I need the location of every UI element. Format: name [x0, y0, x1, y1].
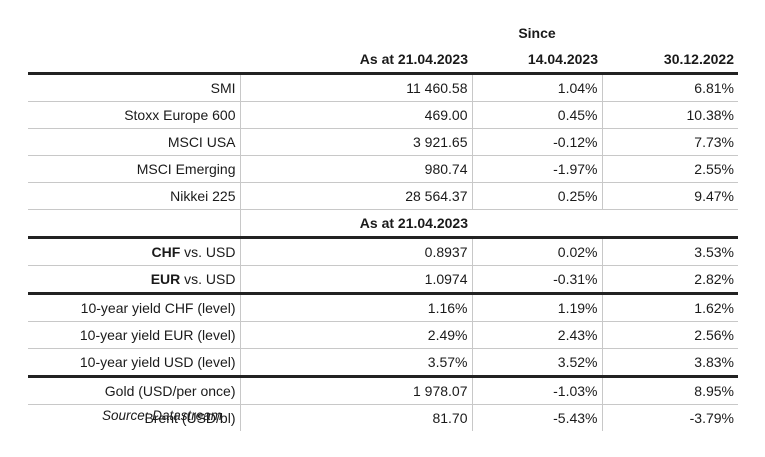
table-row: Nikkei 225 28 564.37 0.25% 9.47%: [28, 182, 738, 210]
cell-value: 3.83%: [601, 348, 738, 377]
table-row: MSCI Emerging 980.74 -1.97% 2.55%: [28, 155, 738, 183]
cell-value: 1.0974: [239, 265, 472, 294]
row-label: Brent (USD/bl): [144, 410, 236, 426]
cell-value: 2.43%: [471, 321, 602, 349]
table-row: 10-year yield CHF (level) 1.16% 1.19% 1.…: [28, 292, 738, 322]
column-header-as-at: As at 21.04.2023: [359, 51, 468, 67]
cell-value: -5.43%: [471, 404, 602, 431]
since-label: Since: [518, 25, 556, 41]
cell-value: 1.62%: [601, 292, 738, 322]
row-label: 10-year yield CHF (level): [28, 292, 240, 322]
cell-value: 0.45%: [471, 101, 602, 129]
cell-value: 11 460.58: [239, 72, 472, 102]
cell-value: 0.8937: [239, 237, 472, 266]
table-row: SMI 11 460.58 1.04% 6.81%: [28, 72, 738, 102]
column-header-since-week: 14.04.2023: [527, 51, 598, 67]
table-row: 10-year yield EUR (level) 2.49% 2.43% 2.…: [28, 321, 738, 349]
cell-value: 3.52%: [471, 348, 602, 377]
cell-value: 0.25%: [471, 182, 602, 210]
cell-value: -1.97%: [471, 155, 602, 183]
cell-value: 3.57%: [239, 348, 472, 377]
cell-value: 1.19%: [471, 292, 602, 322]
table-row: Brent (USD/bl) 81.70 -5.43% -3.79%: [28, 404, 738, 431]
table-row: EUR vs. USD 1.0974 -0.31% 2.82%: [28, 265, 738, 294]
cell-value: 6.81%: [601, 72, 738, 102]
row-label: EUR vs. USD: [28, 266, 240, 294]
header-row: As at 21.04.2023 14.04.2023 30.12.2022: [28, 46, 738, 74]
row-label: MSCI USA: [28, 128, 240, 156]
cell-value: 1.16%: [239, 292, 472, 322]
cell-value: 2.55%: [601, 155, 738, 183]
source-note: Source: Datastream: [102, 408, 223, 423]
cell-value: -0.31%: [471, 265, 602, 294]
row-label: Stoxx Europe 600: [28, 101, 240, 129]
column-header-since-year: 30.12.2022: [663, 51, 734, 67]
row-label: 10-year yield USD (level): [79, 354, 236, 370]
row-label: MSCI Emerging: [28, 155, 240, 183]
header-since-row: Since: [28, 20, 738, 46]
row-label: SMI: [28, 72, 240, 102]
subheader-label: As at 21.04.2023: [239, 209, 472, 239]
cell-value: 10.38%: [601, 101, 738, 129]
cell-value: 2.49%: [239, 321, 472, 349]
cell-value: 469.00: [239, 101, 472, 129]
cell-value: 3.53%: [601, 237, 738, 266]
cell-value: 1 978.07: [239, 375, 472, 405]
cell-value: 3 921.65: [239, 128, 472, 156]
cell-value: -1.03%: [471, 375, 602, 405]
table-row: Gold (USD/per once) 1 978.07 -1.03% 8.95…: [28, 375, 738, 405]
row-label: 10-year yield EUR (level): [28, 321, 240, 349]
currency-code: EUR: [150, 271, 181, 287]
cell-value: 28 564.37: [239, 182, 472, 210]
table-row: Stoxx Europe 600 469.00 0.45% 10.38%: [28, 101, 738, 129]
cell-value: 2.56%: [601, 321, 738, 349]
cell-value: 8.95%: [601, 375, 738, 405]
cell-value: 980.74: [239, 155, 472, 183]
cell-value: 81.70: [239, 404, 472, 431]
currency-code: CHF: [151, 244, 181, 260]
row-label: Nikkei 225: [28, 182, 240, 210]
cell-value: 0.02%: [471, 237, 602, 266]
cell-value: 7.73%: [601, 128, 738, 156]
cell-value: -0.12%: [471, 128, 602, 156]
subheader-row: As at 21.04.2023: [28, 209, 738, 239]
currency-pair-suffix: vs. USD: [180, 244, 236, 260]
cell-value: -3.79%: [601, 404, 738, 431]
row-label: Gold (USD/per once): [28, 375, 240, 405]
cell-value: 9.47%: [601, 182, 738, 210]
market-performance-table: Since As at 21.04.2023 14.04.2023 30.12.…: [28, 20, 738, 431]
currency-pair-suffix: vs. USD: [180, 271, 236, 287]
table-row: CHF vs. USD 0.8937 0.02% 3.53%: [28, 237, 738, 266]
row-label: CHF vs. USD: [28, 237, 240, 266]
cell-value: 2.82%: [601, 265, 738, 294]
table-row: MSCI USA 3 921.65 -0.12% 7.73%: [28, 128, 738, 156]
table-row: 10-year yield USD (level) 3.57% 3.52% 3.…: [28, 348, 738, 377]
cell-value: 1.04%: [471, 72, 602, 102]
